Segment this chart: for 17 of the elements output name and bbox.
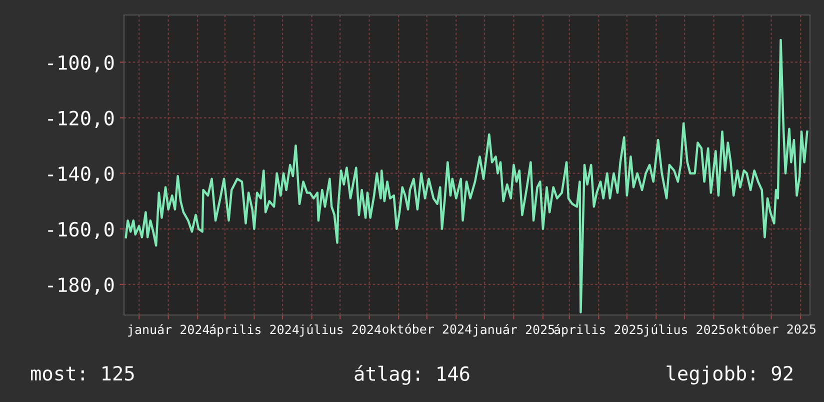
x-tick-label: január 2025 — [473, 324, 554, 337]
x-tick-label: január 2024 — [128, 324, 210, 337]
y-tick-label: -140,0 — [48, 166, 114, 184]
y-tick-label: -100,0 — [48, 55, 114, 72]
text: átlag: 146 — [354, 365, 470, 385]
y-tick-label: -120,0 — [48, 110, 114, 128]
x-tick-label: október 2024 — [382, 324, 472, 334]
line-series — [124, 38, 808, 314]
x-tick-label: április 2025 — [554, 324, 643, 337]
y-tick-label: -180,0 — [48, 277, 114, 295]
x-tick-label: július 2024 — [300, 324, 381, 337]
x-tick-label: október 2025 — [726, 324, 816, 334]
text: legjobb: 92 — [666, 365, 792, 385]
text: most: 125 — [31, 366, 134, 381]
x-tick-label: április 2024 — [210, 324, 299, 337]
y-tick-label: -160,0 — [48, 222, 114, 240]
x-tick-label: július 2025 — [644, 324, 725, 337]
